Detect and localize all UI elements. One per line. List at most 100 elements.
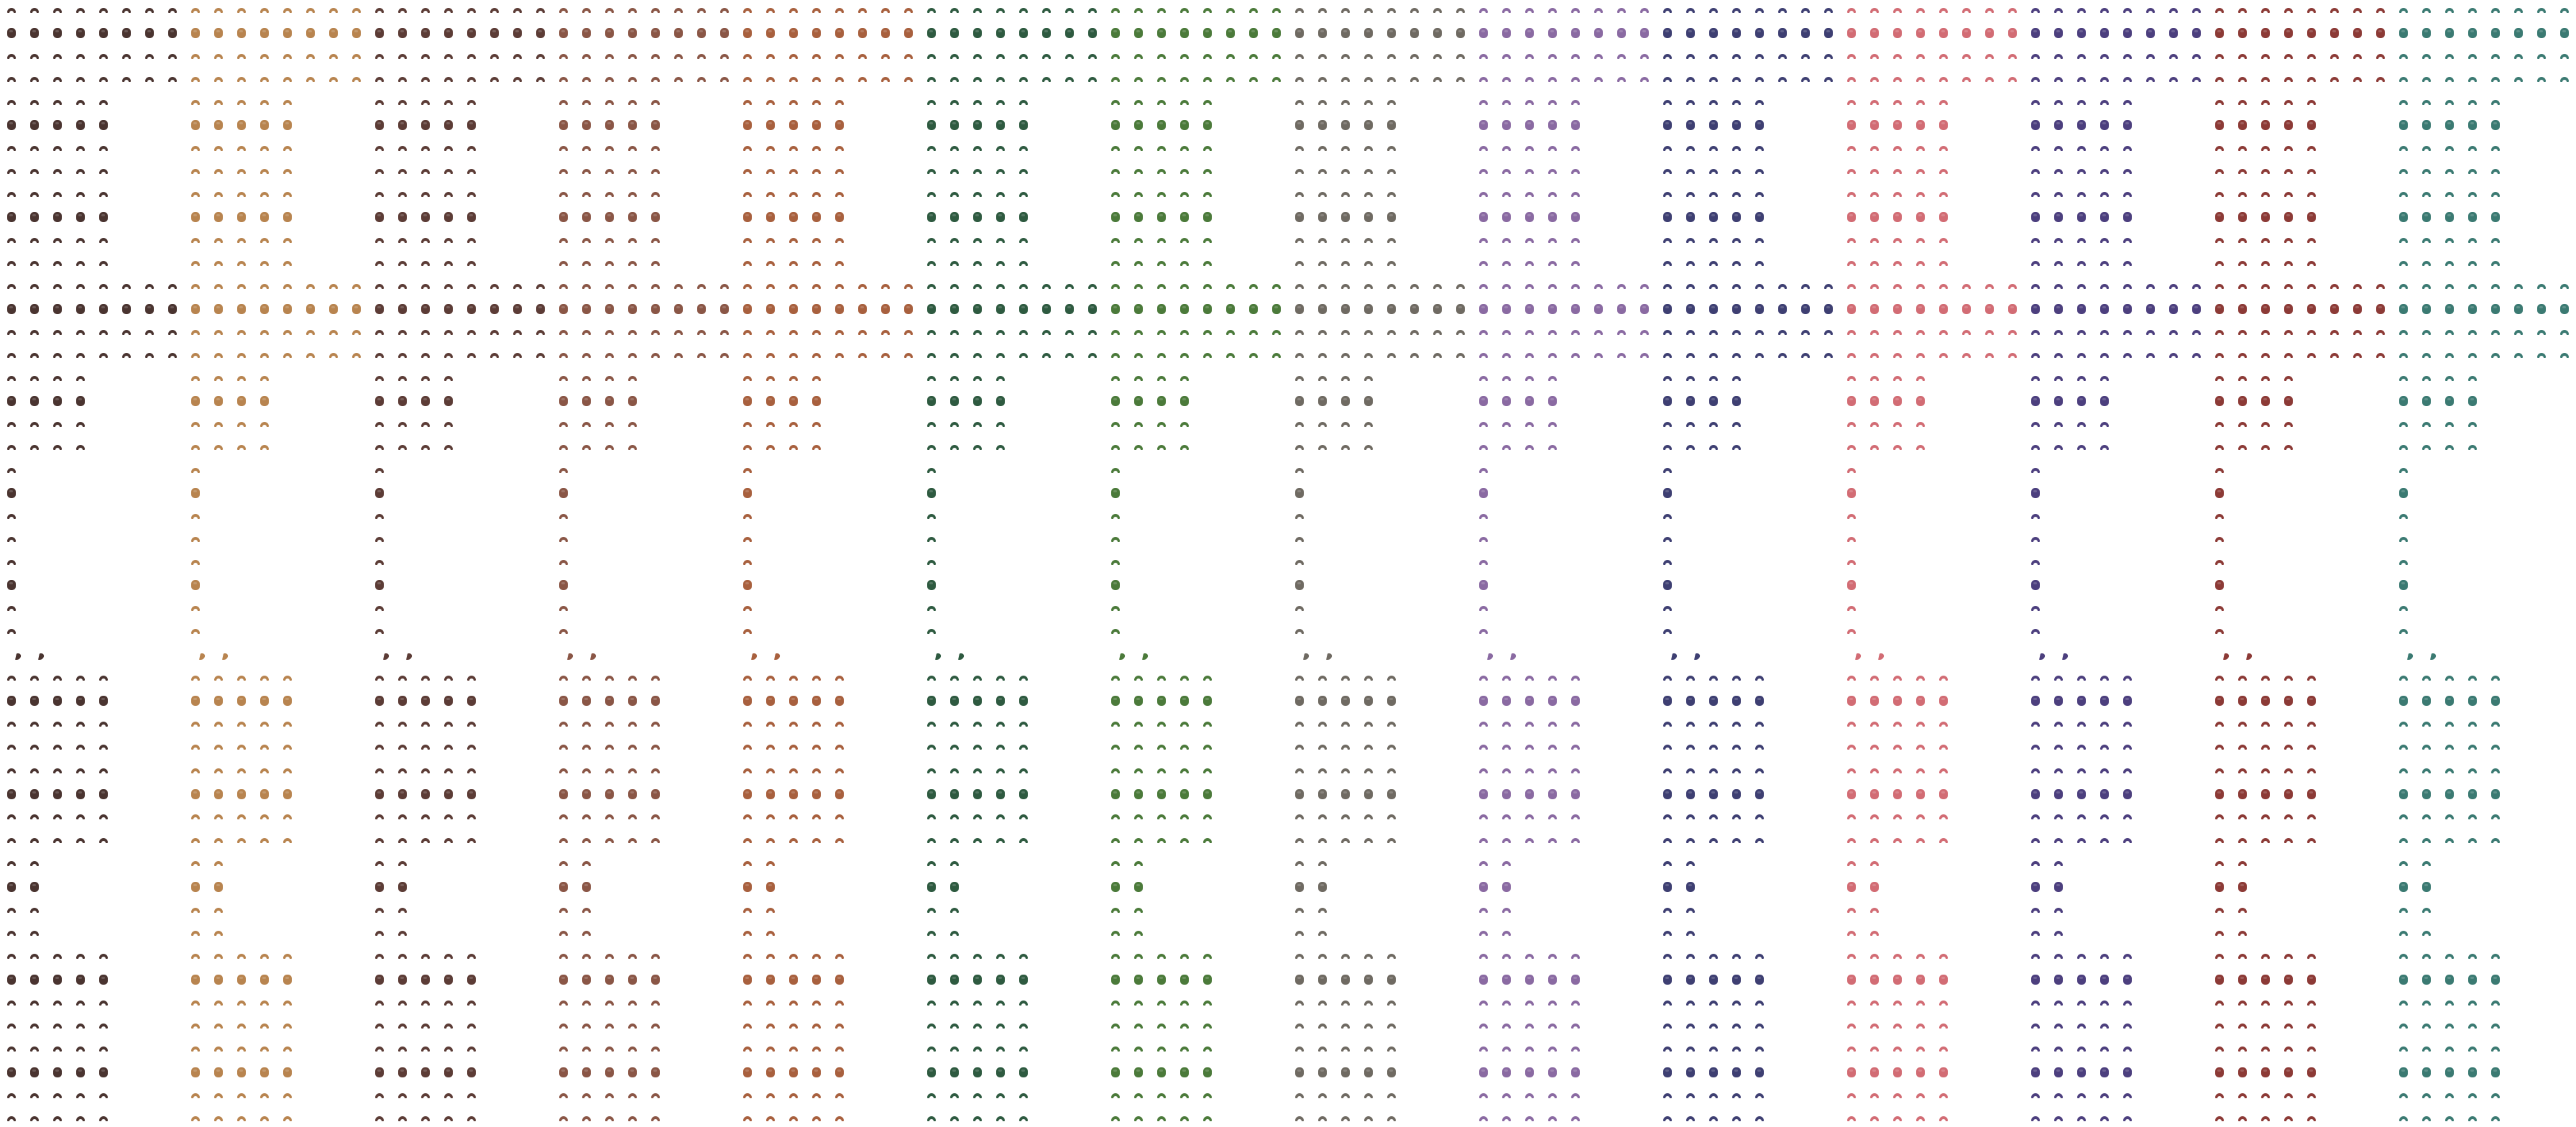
hair-sprite-front xyxy=(237,191,246,197)
hair-sprite-back xyxy=(7,696,16,707)
hair-sprite-back xyxy=(283,788,292,799)
hair-sprite-back xyxy=(1180,212,1189,222)
hair-sprite-back xyxy=(1663,304,1672,314)
hair-sprite-back xyxy=(789,396,798,406)
hair-sprite-side xyxy=(15,653,22,660)
hair-sprite-back xyxy=(237,1067,246,1078)
palette-block-dark-green xyxy=(920,0,1104,1127)
hair-sprite-front xyxy=(1663,722,1672,727)
hair-sprite-front xyxy=(1502,76,1511,82)
hair-sprite-front xyxy=(191,745,200,750)
hair-sprite-front xyxy=(1111,675,1120,681)
hair-sprite-front xyxy=(283,837,292,843)
hair-sprite-front xyxy=(99,260,108,266)
hair-sprite-front xyxy=(1939,675,1948,681)
hair-sprite-back xyxy=(214,788,223,799)
hair-sprite-front xyxy=(444,76,453,82)
hair-sprite-front xyxy=(260,191,269,197)
hair-sprite-front xyxy=(467,168,476,174)
hair-sprite-front xyxy=(766,1092,775,1098)
hair-sprite-back xyxy=(1939,1067,1948,1078)
hair-sprite-front xyxy=(927,954,936,960)
hair-sprite-front xyxy=(2077,675,2086,681)
hair-sprite-back xyxy=(7,396,16,406)
hair-sprite-back xyxy=(973,396,982,406)
hair-sprite-front xyxy=(789,76,798,82)
hair-sprite-back xyxy=(1732,788,1741,799)
hair-sprite-front xyxy=(1686,1000,1695,1006)
hair-sprite-front xyxy=(1893,191,1902,197)
hair-sprite-front xyxy=(651,283,660,289)
hair-sprite-front xyxy=(76,1046,85,1052)
hair-sprite-front xyxy=(1134,1024,1143,1029)
hair-sprite-front xyxy=(1088,7,1097,13)
hair-sprite-front xyxy=(1341,168,1350,174)
hair-sprite-back xyxy=(881,28,890,38)
hair-sprite-front xyxy=(1663,237,1672,243)
hair-sprite-back xyxy=(605,120,614,130)
hair-sprite-front xyxy=(260,145,269,151)
hair-sprite-front xyxy=(927,930,936,936)
hair-sprite-front xyxy=(1249,352,1258,358)
hair-sprite-front xyxy=(1111,930,1120,936)
hair-sprite-back xyxy=(559,1067,568,1078)
hair-sprite-front xyxy=(1341,837,1350,843)
hair-sprite-front xyxy=(1778,329,1787,335)
hair-sprite-front xyxy=(1364,283,1373,289)
hair-sprite-front xyxy=(2123,145,2132,151)
hair-sprite-back xyxy=(2238,881,2247,892)
hair-sprite-front xyxy=(605,722,614,727)
hair-sprite-front xyxy=(444,1116,453,1122)
hair-sprite-front xyxy=(1502,283,1511,289)
hair-sprite-back xyxy=(628,28,637,38)
hair-sprite-back xyxy=(2491,974,2500,985)
hair-sprite-front xyxy=(1548,260,1557,266)
hair-sprite-front xyxy=(2100,283,2109,289)
hair-sprite-front xyxy=(2514,329,2523,335)
hair-sprite-front xyxy=(1939,7,1948,13)
hair-sprite-front xyxy=(352,76,361,82)
hair-sprite-front xyxy=(2169,352,2178,358)
hair-sprite-back xyxy=(191,974,200,985)
hair-sprite-front xyxy=(1686,722,1695,727)
hair-sprite-front xyxy=(1571,329,1580,335)
hair-sprite-front xyxy=(1502,168,1511,174)
hair-sprite-front xyxy=(559,7,568,13)
hair-sprite-front xyxy=(2238,145,2247,151)
hair-sprite-front xyxy=(2468,1116,2477,1122)
hair-sprite-front xyxy=(1732,675,1741,681)
hair-sprite-front xyxy=(2031,145,2040,151)
hair-sprite-front xyxy=(835,168,844,174)
hair-sprite-front xyxy=(559,860,568,866)
hair-sprite-front xyxy=(651,745,660,750)
hair-sprite-back xyxy=(1134,396,1143,406)
hair-sprite-front xyxy=(283,1046,292,1052)
hair-sprite-front xyxy=(2054,1046,2063,1052)
hair-sprite-front xyxy=(214,99,223,105)
hair-sprite-front xyxy=(421,237,430,243)
hair-sprite-front xyxy=(1111,1000,1120,1006)
hair-sprite-front xyxy=(1686,907,1695,913)
hair-sprite-front xyxy=(2445,375,2454,381)
hair-sprite-front xyxy=(99,53,108,59)
hair-sprite-back xyxy=(1663,974,1672,985)
hair-sprite-front xyxy=(214,837,223,843)
hair-sprite-front xyxy=(835,768,844,773)
hair-sprite-front xyxy=(2031,1000,2040,1006)
hair-sprite-front xyxy=(1111,145,1120,151)
hair-sprite-front xyxy=(2445,76,2454,82)
hair-sprite-back xyxy=(1939,28,1948,38)
hair-sprite-back xyxy=(1318,696,1327,707)
hair-sprite-back xyxy=(1709,788,1718,799)
hair-sprite-front xyxy=(812,237,821,243)
hair-sprite-front xyxy=(835,814,844,820)
hair-sprite-front xyxy=(2284,1000,2293,1006)
hair-sprite-front xyxy=(605,444,614,450)
hair-sprite-front xyxy=(1525,954,1534,960)
hair-sprite-front xyxy=(812,768,821,773)
hair-sprite-front xyxy=(7,1046,16,1052)
hair-sprite-side xyxy=(1487,653,1494,660)
hair-sprite-front xyxy=(812,283,821,289)
hair-sprite-back xyxy=(1801,28,1810,38)
hair-sprite-front xyxy=(950,53,959,59)
